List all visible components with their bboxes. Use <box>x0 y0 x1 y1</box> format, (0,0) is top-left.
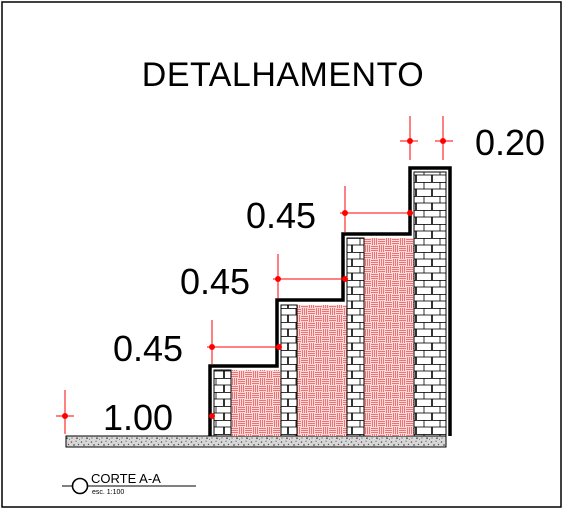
brick-walls <box>213 171 447 437</box>
page-title: DETALHAMENTO <box>142 56 424 94</box>
section-title: CORTE A-A <box>91 471 161 486</box>
dim-top-width: 0.20 <box>475 122 545 163</box>
dimension-lines <box>56 116 453 434</box>
dim-step-3: 0.45 <box>246 195 316 236</box>
step-outline <box>208 166 452 436</box>
dim-step-2: 0.45 <box>180 261 250 302</box>
dim-step-1: 0.45 <box>113 328 183 369</box>
section-label: CORTE A-A esc. 1:100 <box>62 471 196 496</box>
section-scale: esc. 1:100 <box>92 489 124 496</box>
dim-base: 1.00 <box>103 397 173 438</box>
stepped-fill <box>231 238 414 436</box>
